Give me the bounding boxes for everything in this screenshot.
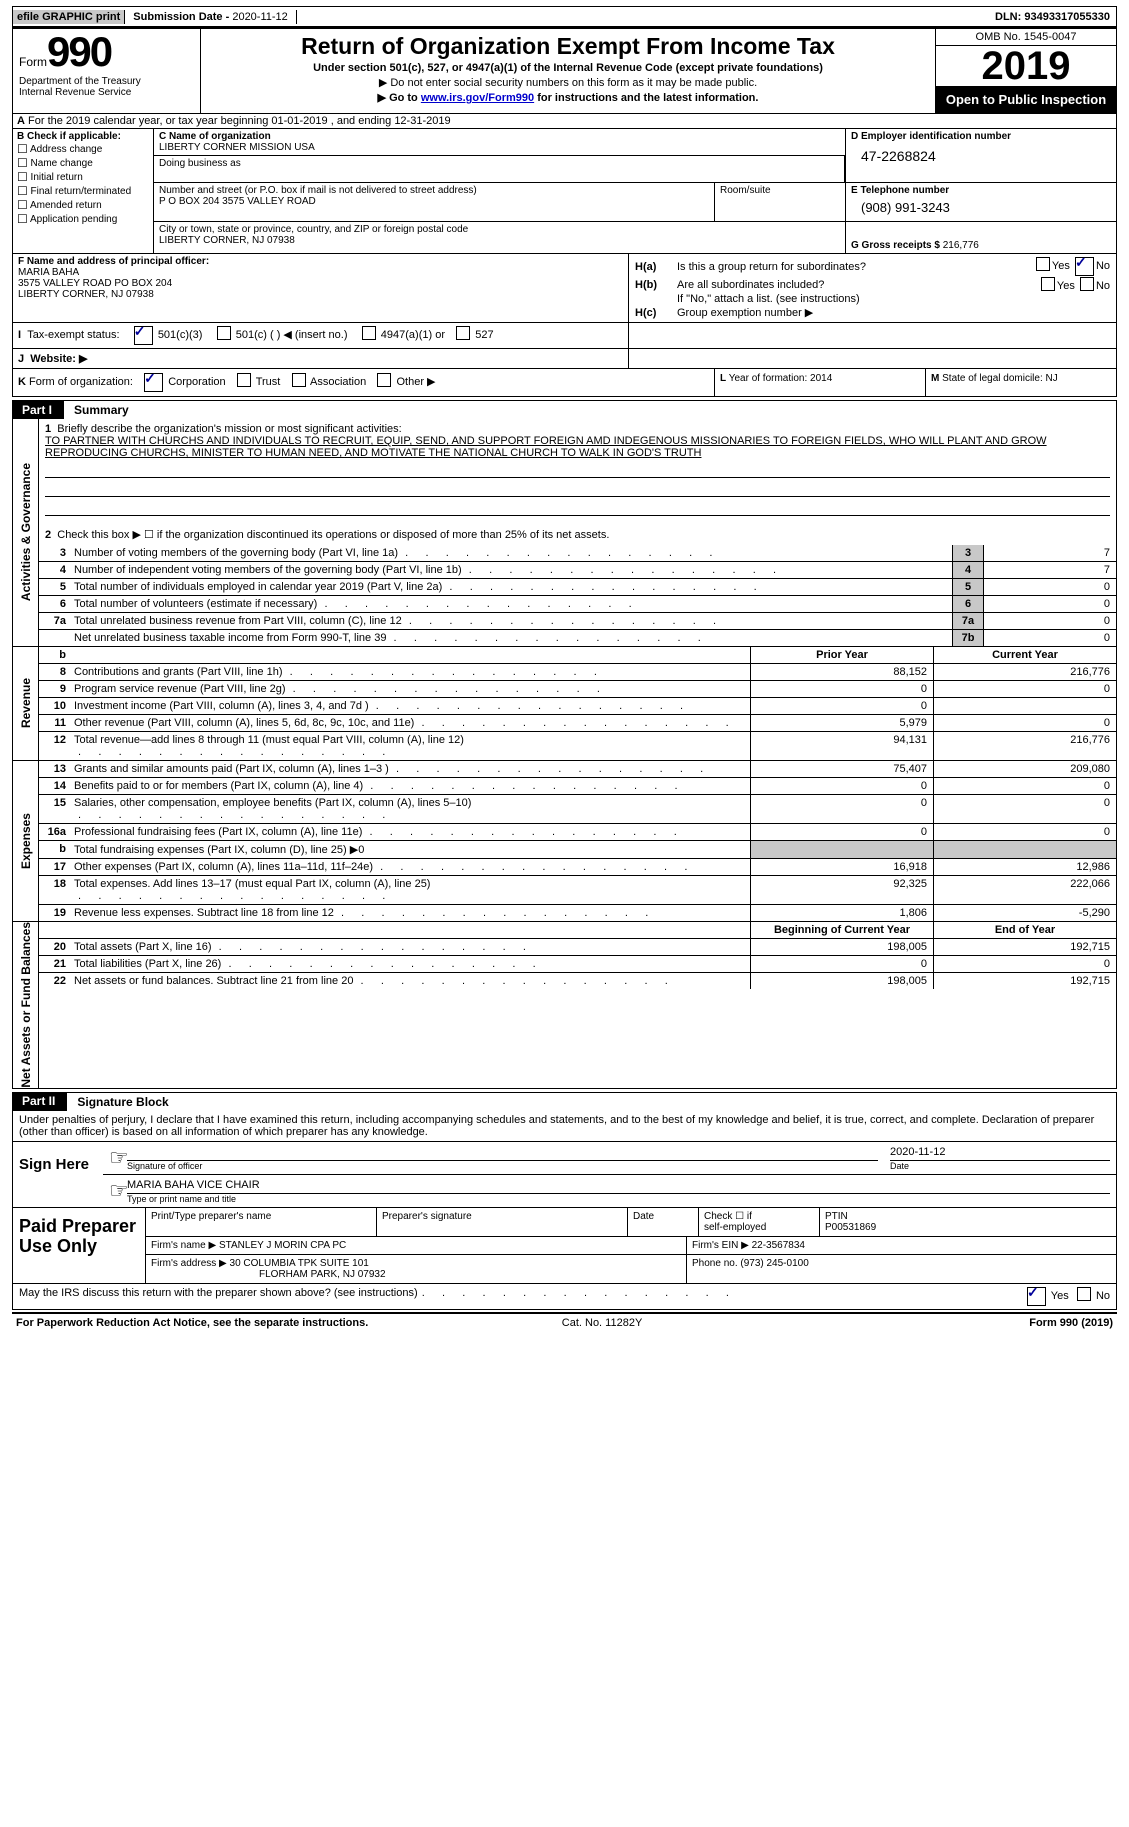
efile-label[interactable]: efile GRAPHIC print	[13, 10, 125, 24]
block-d: D Employer identification number 47-2268…	[846, 129, 1116, 183]
part1-bar: Part I Summary	[12, 400, 1117, 419]
open-to-public: Open to Public Inspection	[936, 86, 1116, 113]
checkbox-item: ☐ Application pending	[17, 212, 149, 226]
entity-block: B Check if applicable: ☐ Address change☐…	[12, 129, 1117, 254]
table-row: 20Total assets (Part X, line 16) 198,005…	[39, 939, 1116, 956]
form-subtitle: Under section 501(c), 527, or 4947(a)(1)…	[209, 62, 927, 74]
may-discuss: May the IRS discuss this return with the…	[12, 1284, 1117, 1310]
line-1: 1 Briefly describe the organization's mi…	[39, 419, 1116, 520]
dept-treasury: Department of the Treasury Internal Reve…	[19, 76, 194, 98]
tab-netassets: Net Assets or Fund Balances	[19, 922, 33, 1088]
block-b: B Check if applicable: ☐ Address change☐…	[13, 129, 154, 253]
section-revenue: Revenue b Prior Year Current Year 8Contr…	[12, 647, 1117, 761]
table-row: 11Other revenue (Part VIII, column (A), …	[39, 715, 1116, 732]
tax-year: 2019	[936, 46, 1116, 86]
may-yes-check	[1027, 1287, 1046, 1306]
tab-governance: Activities & Governance	[19, 463, 33, 601]
block-klm: K Form of organization: Corporation Trus…	[12, 369, 1117, 397]
block-i-row: I Tax-exempt status: 501(c)(3) 501(c) ( …	[12, 323, 1117, 349]
form-title: Return of Organization Exempt From Incom…	[209, 33, 927, 60]
h-a-no-check	[1075, 257, 1094, 276]
period-line: A For the 2019 calendar year, or tax yea…	[12, 114, 1117, 129]
block-c-city: City or town, state or province, country…	[154, 222, 846, 253]
table-row: 12Total revenue—add lines 8 through 11 (…	[39, 732, 1116, 760]
form-label: Form	[19, 55, 47, 69]
table-row: 7aTotal unrelated business revenue from …	[39, 613, 1116, 630]
checkbox-item: ☐ Address change	[17, 142, 149, 156]
block-k: K Form of organization: Corporation Trus…	[13, 369, 715, 396]
table-row: Net unrelated business taxable income fr…	[39, 630, 1116, 646]
checkbox-item: ☐ Name change	[17, 156, 149, 170]
table-row: 6Total number of volunteers (estimate if…	[39, 596, 1116, 613]
tab-expenses: Expenses	[19, 813, 33, 869]
block-c-name: C Name of organizationLIBERTY CORNER MIS…	[154, 129, 845, 156]
block-c-dba: Doing business as	[154, 156, 845, 183]
top-bar: efile GRAPHIC print Submission Date - 20…	[12, 6, 1117, 29]
form-header: Form990 Department of the Treasury Inter…	[12, 29, 1117, 114]
signature-block: Under penalties of perjury, I declare th…	[12, 1111, 1117, 1208]
table-row: 13Grants and similar amounts paid (Part …	[39, 761, 1116, 778]
block-j: J Website: ▶	[13, 349, 629, 368]
section-governance: Activities & Governance 1 Briefly descri…	[12, 419, 1117, 647]
paid-preparer: Paid Preparer Use Only Print/Type prepar…	[12, 1208, 1117, 1284]
section-netassets: Net Assets or Fund Balances Beginning of…	[12, 922, 1117, 1089]
sign-here-label: Sign Here	[13, 1142, 103, 1207]
irs-link[interactable]: www.irs.gov/Form990	[421, 92, 534, 104]
table-row: 10Investment income (Part VIII, column (…	[39, 698, 1116, 715]
table-row: 5Total number of individuals employed in…	[39, 579, 1116, 596]
checkbox-item: ☐ Final return/terminated	[17, 184, 149, 198]
block-h: H(a) Is this a group return for subordin…	[629, 254, 1116, 322]
block-f: F Name and address of principal officer:…	[13, 254, 629, 322]
block-m: M State of legal domicile: NJ	[926, 369, 1116, 396]
corp-check	[144, 373, 163, 392]
table-row: 18Total expenses. Add lines 13–17 (must …	[39, 876, 1116, 905]
table-row: 15Salaries, other compensation, employee…	[39, 795, 1116, 824]
block-e: E Telephone number (908) 991-3243	[846, 183, 1116, 221]
dln: DLN: 93493317055330	[989, 10, 1116, 24]
block-c-addr: Number and street (or P.O. box if mail i…	[154, 183, 715, 221]
sig-declaration: Under penalties of perjury, I declare th…	[13, 1111, 1116, 1142]
checkbox-item: ☐ Amended return	[17, 198, 149, 212]
block-j-row: J Website: ▶	[12, 349, 1117, 369]
submission-date: Submission Date - 2020-11-12	[125, 10, 296, 24]
block-c-room: Room/suite	[715, 183, 846, 221]
table-row: 3Number of voting members of the governi…	[39, 545, 1116, 562]
table-row: bTotal fundraising expenses (Part IX, co…	[39, 841, 1116, 859]
form-note-1: ▶ Do not enter social security numbers o…	[209, 76, 927, 89]
table-row: 22Net assets or fund balances. Subtract …	[39, 973, 1116, 989]
form-number: 990	[47, 28, 111, 75]
line-2: 2 Check this box ▶ ☐ if the organization…	[39, 520, 1116, 545]
section-expenses: Expenses 13Grants and similar amounts pa…	[12, 761, 1117, 922]
table-row: 17Other expenses (Part IX, column (A), l…	[39, 859, 1116, 876]
tab-revenue: Revenue	[19, 678, 33, 728]
page-footer: For Paperwork Reduction Act Notice, see …	[12, 1312, 1117, 1332]
block-g: G Gross receipts $ 216,776	[846, 222, 1116, 253]
table-row: 14Benefits paid to or for members (Part …	[39, 778, 1116, 795]
block-l: L Year of formation: 2014	[715, 369, 926, 396]
mission-text: TO PARTNER WITH CHURCHS AND INDIVIDUALS …	[45, 435, 1047, 459]
block-fh: F Name and address of principal officer:…	[12, 254, 1117, 323]
501c3-check	[134, 326, 153, 345]
table-row: 4Number of independent voting members of…	[39, 562, 1116, 579]
form-note-2: ▶ Go to www.irs.gov/Form990 for instruct…	[209, 91, 927, 104]
block-i: I Tax-exempt status: 501(c)(3) 501(c) ( …	[13, 323, 629, 348]
table-row: 21Total liabilities (Part X, line 26) 00	[39, 956, 1116, 973]
part2-bar: Part II Signature Block	[12, 1092, 1117, 1111]
table-row: 16aProfessional fundraising fees (Part I…	[39, 824, 1116, 841]
checkbox-item: ☐ Initial return	[17, 170, 149, 184]
prep-label: Paid Preparer Use Only	[13, 1208, 145, 1283]
table-row: 9Program service revenue (Part VIII, lin…	[39, 681, 1116, 698]
table-row: 8Contributions and grants (Part VIII, li…	[39, 664, 1116, 681]
table-row: 19Revenue less expenses. Subtract line 1…	[39, 905, 1116, 921]
